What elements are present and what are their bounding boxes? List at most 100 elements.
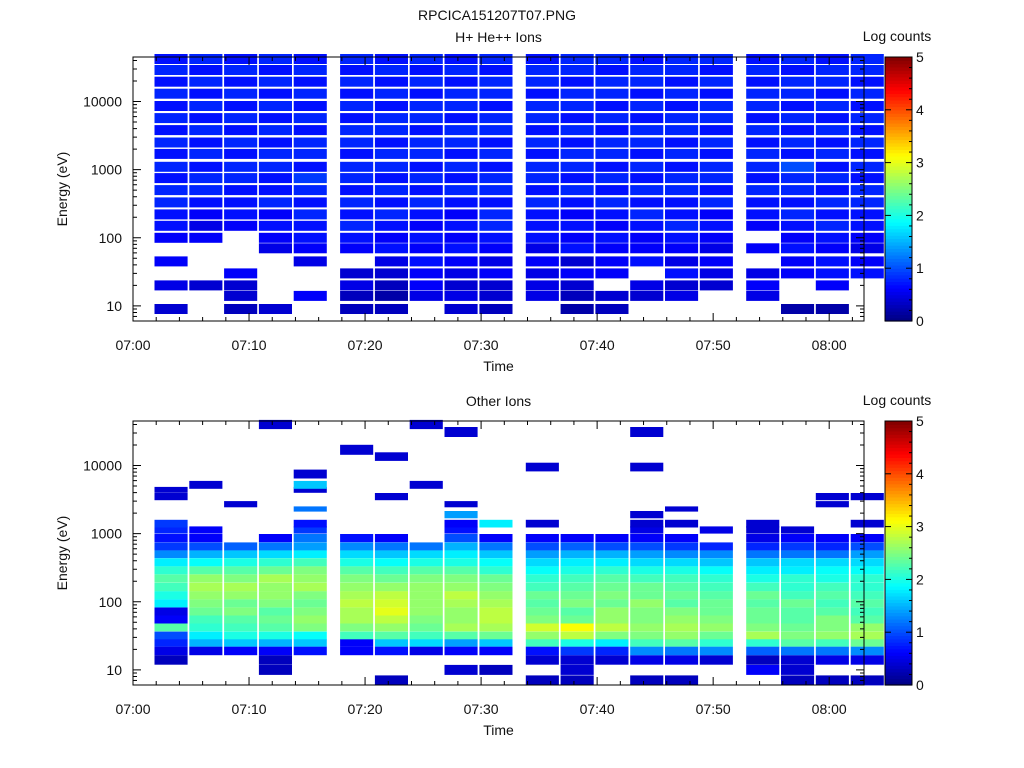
- heatmap-cell: [665, 65, 699, 75]
- heatmap-cell: [525, 646, 559, 656]
- heatmap-cell: [374, 615, 408, 624]
- heatmap-cell: [525, 582, 559, 592]
- heatmap-cell: [781, 113, 815, 124]
- heatmap-cell: [444, 209, 478, 220]
- heatmap-cell: [525, 161, 559, 172]
- heatmap-cell: [258, 646, 292, 656]
- heatmap-cell: [850, 574, 884, 583]
- heatmap-cell: [189, 542, 223, 551]
- heatmap-cell: [189, 76, 223, 87]
- heatmap-cell: [815, 493, 849, 501]
- heatmap-cell: [746, 197, 780, 208]
- heatmap-cell: [189, 591, 223, 600]
- heatmap-cell: [665, 232, 699, 243]
- heatmap-cell: [665, 256, 699, 267]
- colorbar-frame: [884, 56, 913, 322]
- heatmap-cell: [258, 599, 292, 608]
- heatmap-cell: [154, 197, 188, 208]
- heatmap-cell: [293, 76, 327, 87]
- heatmap-cell: [444, 631, 478, 640]
- heatmap-cell: [479, 148, 513, 159]
- colorbar-segment: [885, 655, 912, 660]
- heatmap-cell: [595, 646, 629, 656]
- heatmap-cell: [444, 615, 478, 624]
- heatmap-cell: [293, 486, 327, 493]
- colorbar-segment: [885, 549, 912, 554]
- heatmap-cell: [340, 209, 374, 220]
- heatmap-cell: [781, 646, 815, 656]
- heatmap-cell: [154, 161, 188, 172]
- heatmap-cell: [154, 558, 188, 567]
- colorbar-segment: [885, 444, 912, 448]
- colorbar-tick-label: 5: [916, 49, 924, 65]
- heatmap-cell: [560, 88, 594, 99]
- heatmap-cell: [154, 256, 188, 267]
- colorbar-segment: [885, 516, 912, 521]
- heatmap-cell: [374, 675, 408, 686]
- heatmap-cell: [340, 101, 374, 111]
- heatmap-cell: [479, 290, 513, 301]
- heatmap-cell: [630, 655, 664, 665]
- heatmap-cell: [665, 280, 699, 291]
- heatmap-cell: [781, 582, 815, 592]
- colorbar-segment: [885, 599, 912, 604]
- heatmap-cell: [189, 101, 223, 111]
- colorbar-segment: [885, 278, 912, 282]
- colorbar-segment: [885, 579, 912, 584]
- heatmap-cell: [189, 197, 223, 208]
- heatmap-cell: [630, 88, 664, 99]
- heatmap-cell: [850, 675, 884, 686]
- heatmap-cell: [293, 480, 327, 489]
- colorbar-segment: [885, 681, 912, 686]
- heatmap-cell: [850, 209, 884, 220]
- heatmap-cell: [850, 655, 884, 665]
- heatmap-cell: [781, 607, 815, 616]
- heatmap-cell: [525, 268, 559, 279]
- colorbar-tick-label: 1: [916, 260, 924, 276]
- colorbar-segment: [885, 427, 912, 432]
- colorbar-segment: [885, 126, 912, 131]
- heatmap-cell: [258, 113, 292, 124]
- heatmap-cell: [665, 558, 699, 567]
- heatmap-cell: [293, 113, 327, 124]
- heatmap-cell: [293, 582, 327, 592]
- heatmap-cell: [781, 591, 815, 600]
- heatmap-cell: [444, 268, 478, 279]
- heatmap-cell: [746, 185, 780, 196]
- heatmap-cell: [479, 599, 513, 608]
- heatmap-cell: [781, 125, 815, 136]
- heatmap-cell: [665, 185, 699, 196]
- heatmap-cell: [525, 675, 559, 686]
- heatmap-cell: [850, 558, 884, 567]
- heatmap-cell: [595, 534, 629, 543]
- heatmap-cell: [224, 173, 258, 184]
- heatmap-cell: [258, 607, 292, 616]
- panel-title: Other Ions: [466, 393, 531, 409]
- heatmap-cell: [340, 173, 374, 184]
- heatmap-cell: [293, 599, 327, 608]
- heatmap-cell: [815, 501, 849, 508]
- colorbar-segment: [885, 424, 912, 429]
- heatmap-cell: [189, 148, 223, 159]
- colorbar-segment: [885, 228, 912, 233]
- heatmap-cell: [189, 623, 223, 632]
- heatmap-cell: [293, 591, 327, 600]
- heatmap-cell: [746, 646, 780, 656]
- colorbar-segment: [885, 294, 912, 299]
- heatmap-cell: [815, 542, 849, 551]
- heatmap-cell: [374, 290, 408, 301]
- heatmap-cell: [850, 243, 884, 254]
- heatmap-cell: [154, 125, 188, 136]
- colorbar-tick-label: 2: [916, 571, 924, 587]
- heatmap-cell: [699, 232, 733, 243]
- colorbar-segment: [885, 169, 912, 174]
- heatmap-cell: [293, 220, 327, 231]
- heatmap-cell: [479, 197, 513, 208]
- heatmap-cell: [781, 220, 815, 231]
- heatmap-cell: [560, 101, 594, 111]
- heatmap-cell: [189, 54, 223, 64]
- colorbar: 0 1 2 3 4 5 Log counts: [863, 28, 932, 329]
- heatmap-cell: [850, 268, 884, 279]
- heatmap-cell: [560, 148, 594, 159]
- heatmap-cell: [781, 76, 815, 87]
